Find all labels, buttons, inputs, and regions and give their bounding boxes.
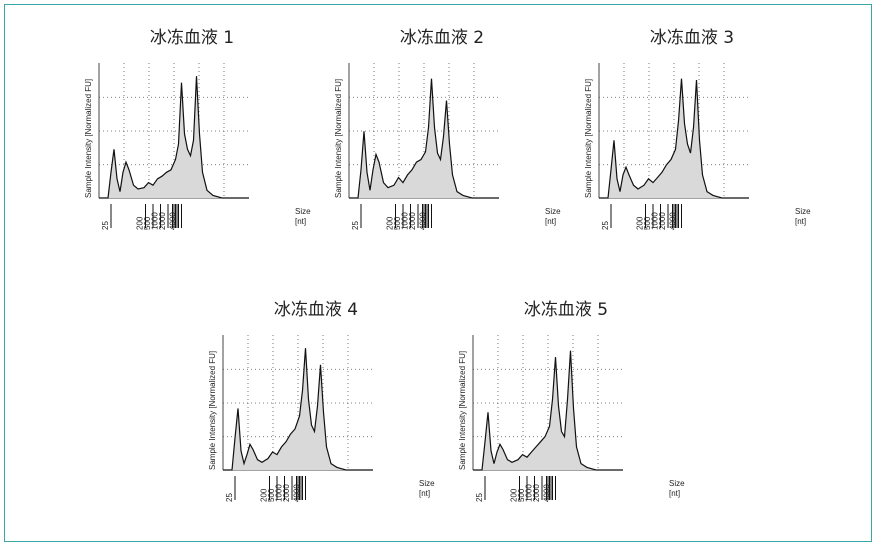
x-tick-label: 200 (260, 488, 269, 502)
chart-panel-5: 冰冻血液 5 25 200 500 1000 2000 4000 Sample Intens… (451, 295, 685, 545)
x-tick-label: 4000 (669, 212, 678, 230)
x-tick-label: 500 (267, 488, 276, 502)
x-tick-label: 2000 (408, 212, 417, 230)
series-line (349, 78, 499, 199)
y-axis-label: Sample Intensity [Normalized FU] (208, 351, 217, 470)
x-tick-label: 200 (510, 488, 519, 502)
x-tick-label: 500 (393, 216, 402, 230)
x-axis-label: Size (419, 479, 435, 488)
chart-panel-2: 冰冻血液 2 25 200 500 1000 2000 4000 Sample Intens… (327, 23, 561, 273)
series-area (349, 78, 499, 198)
chart-title: 冰冻血液 4 (273, 300, 359, 320)
x-axis-label: Size (295, 207, 311, 216)
x-tick-label: 2000 (158, 212, 167, 230)
x-tick-label: 2000 (282, 484, 291, 502)
series-line (223, 348, 373, 471)
x-tick-label: 1000 (651, 212, 660, 230)
x-tick-label: 25 (225, 493, 234, 502)
chart-panel-3: 冰冻血液 3 25 200 500 1000 2000 4000 Sample Intens… (577, 23, 811, 273)
chart-title: 冰冻血液 5 (523, 300, 609, 320)
series-area (223, 348, 373, 470)
chart-title: 冰冻血液 2 (399, 28, 485, 48)
x-axis-label: [nt] (669, 489, 680, 498)
x-tick-label: 1000 (275, 484, 284, 502)
x-axis-label: [nt] (419, 489, 430, 498)
x-tick-label: 1000 (401, 212, 410, 230)
x-tick-label: 500 (643, 216, 652, 230)
x-tick-label: 500 (517, 488, 526, 502)
x-tick-label: 1000 (525, 484, 534, 502)
y-axis-label: Sample Intensity [Normalized FU] (458, 351, 467, 470)
x-tick-label: 4000 (419, 212, 428, 230)
x-tick-label: 2000 (532, 484, 541, 502)
x-tick-label: 2000 (658, 212, 667, 230)
series-area (99, 76, 249, 198)
x-tick-label: 4000 (169, 212, 178, 230)
x-axis-label: [nt] (795, 217, 806, 226)
figure-frame: 冰冻血液 1 25 200 500 1000 2000 4000 Sample Intens… (4, 4, 872, 542)
x-tick-label: 4000 (543, 484, 552, 502)
y-axis-label: Sample Intensity [Normalized FU] (334, 79, 343, 198)
chart-title: 冰冻血液 1 (149, 28, 235, 48)
series-line (473, 350, 623, 471)
x-axis-label: Size (669, 479, 685, 488)
x-tick-label: 200 (386, 216, 395, 230)
x-tick-label: 25 (101, 221, 110, 230)
x-tick-label: 500 (143, 216, 152, 230)
series-line (99, 76, 249, 199)
x-axis-label: Size (795, 207, 811, 216)
x-tick-label: 1000 (151, 212, 160, 230)
chart-panel-4: 冰冻血液 4 25 200 500 1000 2000 4000 Sample Intens… (201, 295, 435, 545)
x-axis-label: Size (545, 207, 561, 216)
x-axis-label: [nt] (295, 217, 306, 226)
x-axis-label: [nt] (545, 217, 556, 226)
chart-panel-1: 冰冻血液 1 25 200 500 1000 2000 4000 Sample Intens… (77, 23, 311, 273)
y-axis-label: Sample Intensity [Normalized FU] (584, 79, 593, 198)
x-tick-label: 25 (601, 221, 610, 230)
x-tick-label: 4000 (293, 484, 302, 502)
x-tick-label: 25 (475, 493, 484, 502)
y-axis-label: Sample Intensity [Normalized FU] (84, 79, 93, 198)
series-line (599, 78, 749, 199)
series-area (473, 350, 623, 470)
series-area (599, 78, 749, 198)
chart-title: 冰冻血液 3 (649, 28, 735, 48)
x-tick-label: 200 (136, 216, 145, 230)
x-tick-label: 25 (351, 221, 360, 230)
x-tick-label: 200 (636, 216, 645, 230)
